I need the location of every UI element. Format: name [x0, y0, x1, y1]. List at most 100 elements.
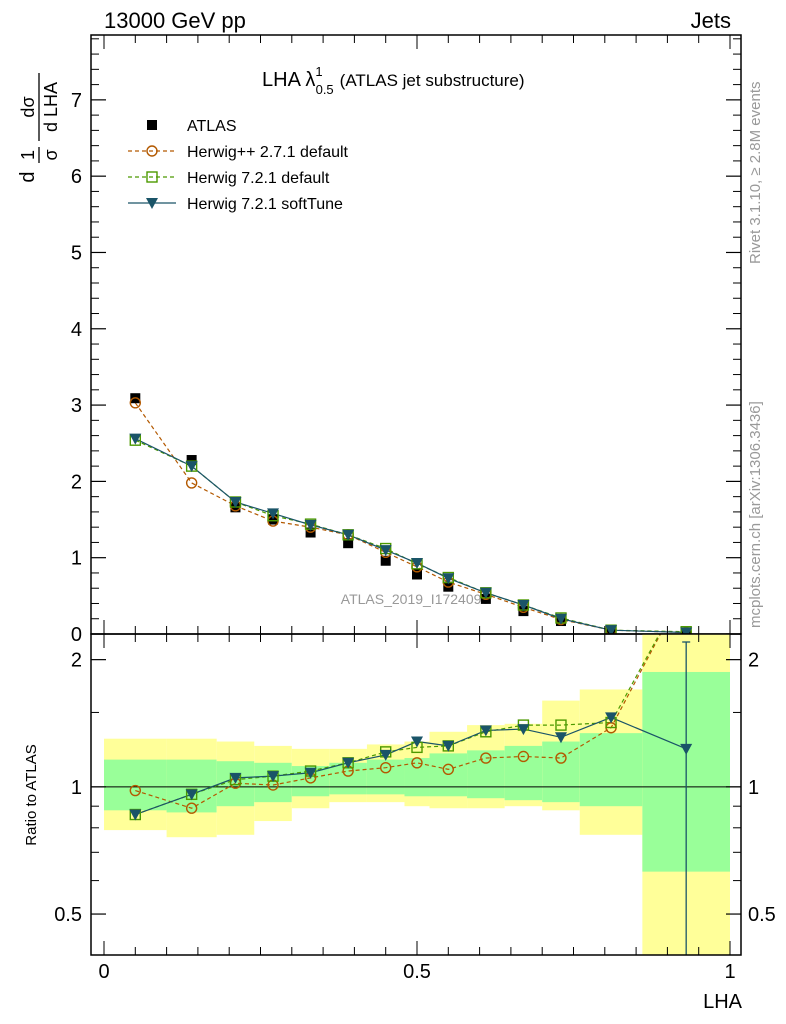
band-inner-6 — [366, 759, 405, 795]
ratio-ytick-label-right-1: 1 — [748, 777, 759, 799]
main-point-3-7 — [411, 558, 423, 570]
main-point-0-6 — [380, 555, 391, 566]
band-inner-1 — [166, 759, 217, 813]
ratio-ylabel: Ratio to ATLAS — [23, 744, 40, 845]
ratio-point-2-2 — [229, 772, 242, 784]
band-inner-10 — [504, 745, 543, 801]
main-point-3-3 — [267, 508, 280, 520]
ratio-point-0-13 — [681, 580, 691, 590]
main-point-0-5 — [343, 538, 354, 549]
legend-label-1: Herwig++ 2.7.1 default — [187, 144, 349, 161]
ratio-series-line-0 — [135, 634, 662, 809]
svg-text:LHA λ10.5(ATLAS jet substructu: LHA λ1 0.5 (ATLAS jet substructure) — [262, 64, 525, 97]
main-point-3-8 — [442, 573, 455, 585]
main-ytick-label-4: 4 — [71, 319, 82, 341]
main-point-2-13 — [680, 626, 692, 634]
ratio-point-2-8 — [442, 740, 455, 752]
main-ytick-label-1: 1 — [71, 548, 82, 570]
ratio-point-0-11 — [555, 752, 567, 764]
main-point-3-13 — [680, 627, 693, 634]
ratio-point-0-0 — [129, 784, 142, 797]
ylabel-dden: d LHA — [41, 82, 61, 132]
plot-title-main: LHA λ — [262, 69, 315, 91]
legend-label-0: ATLAS — [187, 118, 237, 135]
ratio-point-2-5 — [342, 757, 355, 769]
ratio-series-line-2 — [135, 716, 687, 816]
ratio-plot-area: 0.5 0.5 1 1 2 2 0 0.5 1 — [54, 580, 776, 983]
side-text-mcplots: mcplots.cern.ch [arXiv:1306.3436] — [747, 401, 764, 628]
ratio-point-2-4 — [304, 767, 317, 779]
main-point-3-5 — [342, 529, 355, 541]
legend-label-3: Herwig 7.2.1 softTune — [187, 196, 343, 213]
plot-title-sub: 0.5 — [316, 82, 334, 97]
x-tick-label-1: 0.5 — [403, 961, 431, 983]
ratio-point-0-7 — [411, 757, 423, 769]
ratio-point-1-11 — [555, 719, 567, 731]
side-text-rivet: Rivet 3.1.10, ≥ 2.8M events — [747, 82, 764, 265]
ratio-point-0-6 — [380, 761, 392, 774]
ratio-point-2-11 — [554, 732, 567, 744]
ratio-point-2-13 — [680, 743, 693, 755]
ratio-ytick-label-right-2: 2 — [748, 650, 759, 672]
ylabel-frac-num: 1 — [18, 150, 38, 160]
main-point-0-1 — [186, 455, 197, 466]
main-point-0-3 — [268, 514, 279, 525]
main-ytick-label-2: 2 — [71, 471, 82, 493]
main-point-3-12 — [605, 625, 618, 634]
main-ytick-label-7: 7 — [71, 90, 82, 112]
main-ytick-label-5: 5 — [71, 242, 82, 264]
ratio-frame — [90, 633, 742, 956]
x-axis-label: LHA — [703, 991, 743, 1013]
main-point-3-10 — [517, 600, 530, 612]
main-series-line-3 — [135, 438, 687, 634]
legend-marker-3 — [146, 198, 158, 209]
ratio-point-1-13 — [681, 580, 691, 590]
ratio-point-0-9 — [480, 752, 492, 764]
main-point-3-0 — [129, 433, 142, 445]
ratio-point-2-0 — [129, 809, 142, 821]
legend: ATLAS Herwig++ 2.7.1 default Herwig 7.2.1 … — [128, 118, 349, 213]
band-inner-11 — [542, 741, 580, 803]
ratio-point-2-9 — [479, 725, 492, 737]
ylabel-frac-den: σ — [41, 149, 61, 160]
main-point-0-10 — [518, 606, 529, 617]
ylabel-dnum: dσ — [18, 96, 38, 117]
main-point-1-0 — [129, 397, 142, 409]
main-point-3-4 — [304, 519, 317, 531]
plot-title-sup: 1 — [315, 64, 322, 79]
main-point-3-1 — [185, 461, 198, 473]
ratio-point-2-12 — [605, 712, 618, 724]
ratio-point-2-1 — [185, 789, 198, 801]
main-ytick-label-3: 3 — [71, 395, 82, 417]
main-ytick-label-0: 0 — [71, 624, 82, 646]
legend-label-2: Herwig 7.2.1 default — [187, 170, 330, 187]
ratio-point-2-10 — [517, 724, 530, 736]
ratio-point-2-6 — [379, 749, 392, 761]
ratio-ytick-label-right-0: 0.5 — [748, 904, 776, 926]
band-inner-12 — [579, 733, 643, 807]
main-plot-area: ATLAS_2019_I1724098 0 1 2 3 4 5 6 7 — [71, 34, 742, 646]
ratio-point-0-8 — [442, 763, 454, 776]
ratio-point-0-10 — [517, 750, 530, 763]
ratio-ytick-label-2: 2 — [71, 650, 82, 672]
legend-marker-1 — [146, 145, 158, 157]
plot-title: LHA λ1 0.5 (ATLAS jet substructure) — [262, 64, 525, 97]
main-ytick-label-6: 6 — [71, 166, 82, 188]
header-left: 13000 GeV pp — [104, 8, 246, 33]
legend-marker-2 — [146, 171, 158, 183]
main-point-1-1 — [185, 477, 198, 489]
main-point-3-2 — [229, 496, 242, 508]
main-point-3-11 — [554, 613, 567, 625]
x-tick-label-0: 0 — [98, 961, 109, 983]
band-inner-3 — [254, 762, 292, 803]
x-tick-label-2: 1 — [724, 961, 735, 983]
main-point-0-7 — [412, 569, 422, 580]
ratio-point-2-7 — [411, 736, 423, 748]
main-point-3-9 — [479, 587, 492, 599]
ylabel-d-1: d — [17, 171, 39, 182]
main-point-3-6 — [379, 545, 392, 557]
ratio-point-0-1 — [185, 802, 198, 814]
ratio-ytick-label-1: 1 — [71, 777, 82, 799]
ratio-ytick-label-0: 0.5 — [54, 904, 82, 926]
